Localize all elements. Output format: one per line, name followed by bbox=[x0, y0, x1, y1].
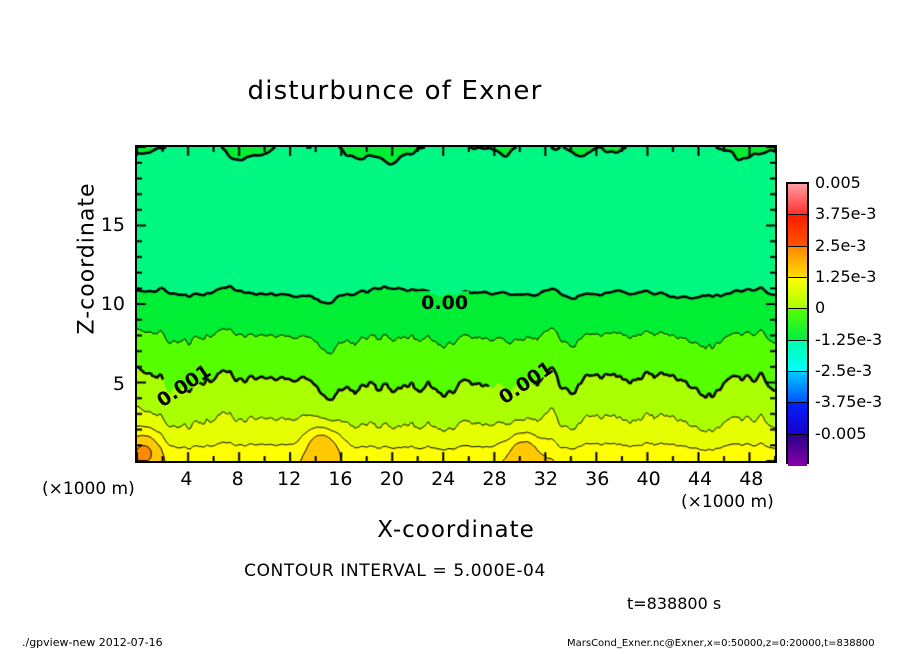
time-stamp: t=838800 s bbox=[627, 594, 722, 613]
colorbar-band bbox=[788, 309, 807, 341]
x-axis-title: X-coordinate bbox=[377, 517, 535, 543]
colorbar-tick-label: 3.75e-3 bbox=[815, 204, 877, 224]
x-tick-label: 28 bbox=[482, 468, 507, 490]
colorbar[interactable] bbox=[786, 182, 809, 466]
contour-field-canvas bbox=[137, 147, 775, 461]
x-tick-label: 32 bbox=[533, 468, 558, 490]
contour-plot-area[interactable] bbox=[135, 145, 777, 463]
x-tick-label: 20 bbox=[379, 468, 404, 490]
colorbar-tick-label: -1.25e-3 bbox=[815, 329, 883, 349]
colorbar-band bbox=[788, 340, 807, 372]
x-tick-label: 4 bbox=[180, 468, 193, 490]
colorbar-band bbox=[788, 371, 807, 404]
colorbar-band bbox=[788, 246, 807, 278]
footer-command-info: ./gpview-new 2012-07-16 bbox=[22, 636, 163, 649]
colorbar-tick-label: -0.005 bbox=[815, 423, 867, 443]
x-tick-label: 36 bbox=[585, 468, 610, 490]
contour-interval-note: CONTOUR INTERVAL = 5.000E-04 bbox=[244, 561, 546, 581]
colorbar-band bbox=[788, 434, 807, 466]
colorbar-band bbox=[788, 277, 807, 310]
contour-label: 0.00 bbox=[421, 292, 469, 314]
x-tick-label: 12 bbox=[276, 468, 302, 490]
colorbar-tick-label: -3.75e-3 bbox=[815, 392, 883, 412]
colorbar-tick-label: 0.005 bbox=[815, 173, 861, 192]
footer-dataset-info: MarsCond_Exner.nc@Exner,x=0:50000,z=0:20… bbox=[567, 638, 875, 649]
colorbar-band bbox=[788, 184, 807, 216]
y-tick-label: 15 bbox=[100, 213, 125, 236]
colorbar-tick-label: 1.25e-3 bbox=[815, 266, 877, 286]
colorbar-tick-label: -2.5e-3 bbox=[815, 360, 873, 380]
colorbar-band bbox=[788, 215, 807, 247]
page-title: disturbunce of Exner bbox=[247, 76, 543, 106]
x-tick-label: 24 bbox=[431, 468, 456, 490]
z-axis-unit-note: (×1000 m) bbox=[42, 479, 135, 499]
colorbar-band bbox=[788, 403, 807, 435]
y-tick-label: 10 bbox=[100, 293, 125, 315]
x-tick-label: 8 bbox=[231, 468, 244, 490]
x-tick-label: 16 bbox=[328, 468, 353, 490]
x-tick-label: 48 bbox=[739, 468, 764, 490]
colorbar-tick-label: 0 bbox=[815, 298, 826, 318]
x-tick-label: 44 bbox=[687, 468, 713, 490]
y-axis-title: Z-coordinate bbox=[74, 182, 100, 335]
colorbar-tick-label: 2.5e-3 bbox=[815, 235, 867, 255]
x-axis-unit-note: (×1000 m) bbox=[681, 492, 774, 512]
y-tick-label: 5 bbox=[112, 372, 125, 395]
x-tick-label: 40 bbox=[636, 468, 661, 490]
